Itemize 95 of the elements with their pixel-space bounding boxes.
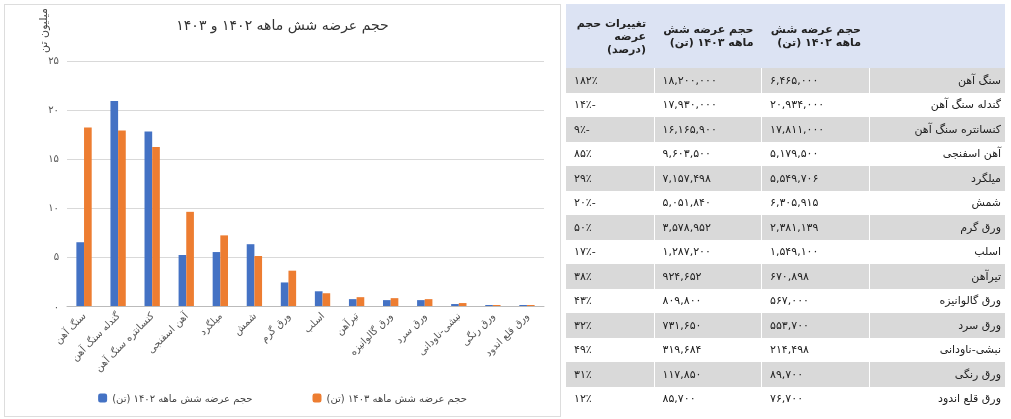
bar: [322, 293, 331, 306]
x-tick-label: میلگرد: [197, 310, 225, 338]
text: ۸۵,۷۰۰: [662, 392, 696, 406]
text: ۲۱۴,۴۹۸: [770, 343, 809, 357]
text: ۵۶۷,۰۰۰: [770, 294, 809, 308]
text: ورق رنگی: [954, 367, 1001, 381]
text: ۹۲۴,۶۵۲: [662, 269, 702, 283]
bar: [144, 131, 153, 306]
legend-label: حجم عرضه شش ماهه ۱۴۰۲ (تن): [112, 392, 253, 405]
text: اسلب: [974, 245, 1001, 259]
y-tick-label: ۱۰: [48, 202, 59, 214]
text: ۵۰٪: [574, 220, 592, 234]
bar: [348, 299, 357, 306]
text: ۱۲٪: [574, 392, 592, 406]
x-tick-label: سنگ آهن: [51, 309, 88, 346]
text: ۴۹٪: [574, 343, 592, 357]
text: ۳۸٪: [574, 269, 592, 283]
y-tick-label: ۲۵: [48, 55, 59, 67]
bar: [220, 235, 228, 306]
bar: [356, 297, 365, 306]
text: تیرآهن: [971, 269, 1001, 283]
text: -۱۷٪: [574, 245, 596, 259]
text: ۷۶,۷۰۰: [770, 392, 804, 406]
text: میلگرد: [971, 171, 1001, 185]
text: ورق گرم: [960, 220, 1001, 234]
text: گندله سنگ آهن: [930, 98, 1001, 112]
text: -۹٪: [574, 122, 590, 136]
category-label: حجم عرضه شش ماهه ۱۴۰۲ (تن): [769, 22, 862, 51]
y-tick-label: ۱۵: [48, 153, 59, 165]
bar: [280, 282, 289, 306]
y-tick-label: ۰: [53, 300, 59, 312]
x-tick-label: شمش: [231, 310, 259, 337]
text: ۹,۶۰۳,۵۰۰: [662, 147, 711, 161]
text: ۵,۵۴۹,۷۰۶: [770, 171, 819, 185]
text: ۱۷,۸۱۱,۰۰۰: [770, 122, 825, 136]
category-label: حجم عرضه شش ماهه ۱۴۰۳ (تن): [662, 22, 755, 51]
bar: [383, 300, 391, 306]
text: سنگ آهن: [957, 73, 1001, 87]
text: ۵,۰۵۱,۸۴۰: [662, 196, 711, 210]
text: ۲,۳۸۱,۱۳۹: [770, 220, 819, 234]
text: ۳۲٪: [574, 318, 592, 332]
text: ۳,۵۷۸,۹۵۲: [662, 220, 711, 234]
bar: [246, 244, 255, 306]
y-tick-label: ۲۰: [48, 104, 59, 116]
x-tick-label: ورق گرم: [258, 309, 294, 345]
bar: [424, 299, 433, 306]
text: ۳۱٪: [574, 367, 592, 381]
text: ۱۶,۱۶۵,۹۰۰: [662, 122, 717, 136]
legend-label: حجم عرضه شش ماهه ۱۴۰۳ (تن): [326, 392, 467, 405]
text: ۲۰,۹۳۴,۰۰۰: [770, 98, 825, 112]
bar: [152, 147, 160, 306]
text: -۲۰٪: [574, 196, 596, 210]
text: ۲۹٪: [574, 171, 592, 185]
category-label: تغییرات حجم عرضه (درصد): [575, 15, 648, 58]
bar: [390, 298, 399, 306]
x-tick-label: اسلب: [301, 310, 327, 336]
bar: [110, 100, 119, 306]
text: ۱۸۲٪: [574, 73, 598, 87]
bar: [118, 130, 126, 306]
text: ۸۰۹,۸۰۰: [662, 294, 702, 308]
bar: [314, 291, 323, 306]
bar: [84, 127, 92, 306]
text: ۴۳٪: [574, 294, 592, 308]
bar: [178, 254, 187, 306]
text: شمش: [971, 196, 1001, 210]
text: ۱۸,۲۰۰,۰۰۰: [662, 73, 717, 87]
text: ۱۷,۹۳۰,۰۰۰: [662, 98, 717, 112]
y-axis-title: میلیون تن: [37, 7, 50, 53]
bar: [417, 300, 425, 306]
chart-title: حجم عرضه شش ماهه ۱۴۰۲ و ۱۴۰۳: [176, 17, 389, 34]
y-tick-label: ۵: [53, 251, 59, 263]
text: ۱,۵۴۹,۱۰۰: [770, 245, 819, 259]
bar: [254, 255, 263, 306]
text: ورق گالوانیزه: [939, 294, 1001, 308]
text: ۶۷۰,۸۹۸: [770, 269, 809, 283]
text: ۷,۱۵۷,۴۹۸: [662, 171, 711, 185]
bar: [288, 270, 297, 306]
bar: [76, 242, 85, 306]
text: ۸۵٪: [574, 147, 592, 161]
bar: [212, 252, 221, 306]
text: ۷۳۱,۶۵۰: [662, 318, 702, 332]
text: ۶,۳۰۵,۹۱۵: [770, 196, 819, 210]
bar: [186, 211, 194, 306]
text: آهن اسفنجی: [942, 147, 1001, 161]
text: کنسانتره سنگ آهن: [914, 122, 1001, 136]
text: ۸۹,۷۰۰: [770, 367, 804, 381]
bar: [458, 303, 467, 306]
text: ۳۱۹,۶۸۴: [662, 343, 702, 357]
text: ورق قلع اندود: [937, 392, 1001, 406]
text: ۶,۴۶۵,۰۰۰: [770, 73, 819, 87]
text: ۱,۲۸۷,۲۰۰: [662, 245, 711, 259]
text: ۵,۱۷۹,۵۰۰: [770, 147, 819, 161]
text: ۵۵۳,۷۰۰: [770, 318, 809, 332]
text: ۱۱۷,۸۵۰: [662, 367, 702, 381]
text: -۱۴٪: [574, 98, 596, 112]
